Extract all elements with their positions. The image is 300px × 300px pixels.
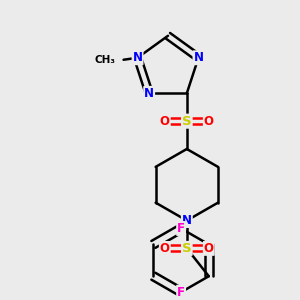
- Text: N: N: [182, 214, 192, 227]
- Text: N: N: [194, 51, 203, 64]
- Text: F: F: [177, 286, 185, 298]
- Text: O: O: [204, 242, 214, 255]
- Text: S: S: [182, 115, 192, 128]
- Text: O: O: [160, 242, 170, 255]
- Text: N: N: [133, 51, 142, 64]
- Text: O: O: [160, 115, 170, 128]
- Text: F: F: [177, 222, 185, 235]
- Text: CH₃: CH₃: [94, 55, 116, 65]
- Text: O: O: [204, 115, 214, 128]
- Text: S: S: [182, 242, 192, 255]
- Text: N: N: [144, 87, 154, 100]
